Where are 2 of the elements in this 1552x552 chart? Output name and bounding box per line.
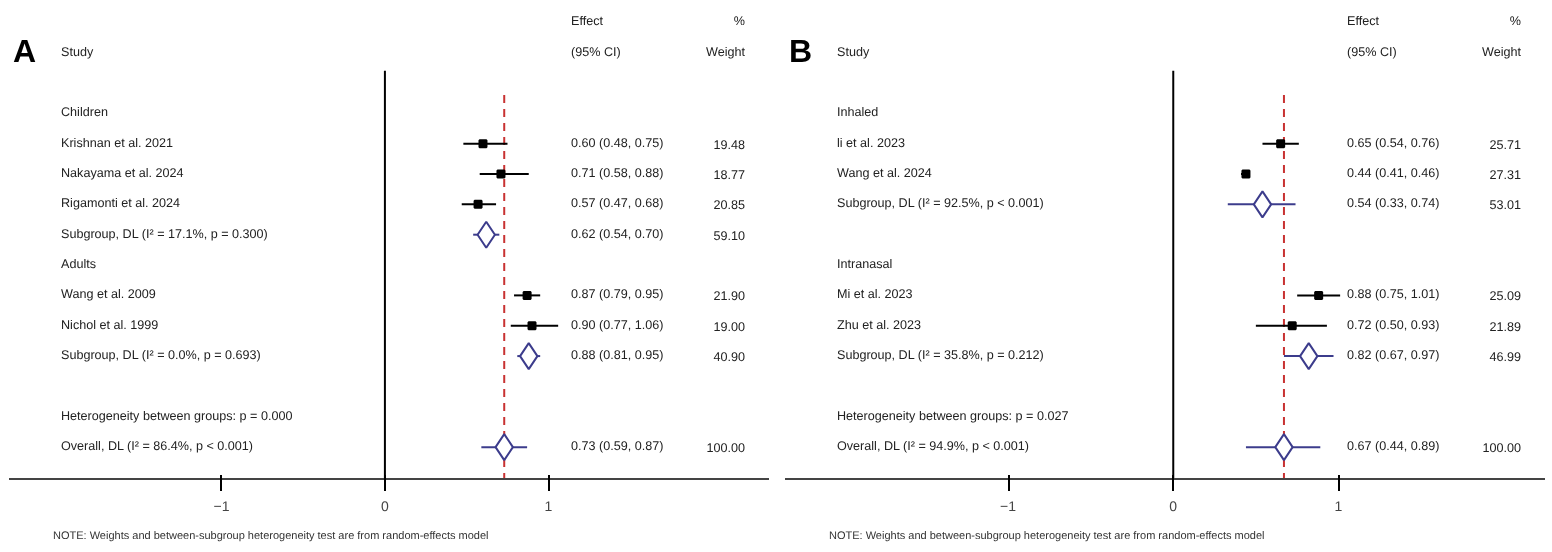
chart-title: B bbox=[789, 35, 813, 70]
chart-title: A bbox=[13, 35, 37, 70]
